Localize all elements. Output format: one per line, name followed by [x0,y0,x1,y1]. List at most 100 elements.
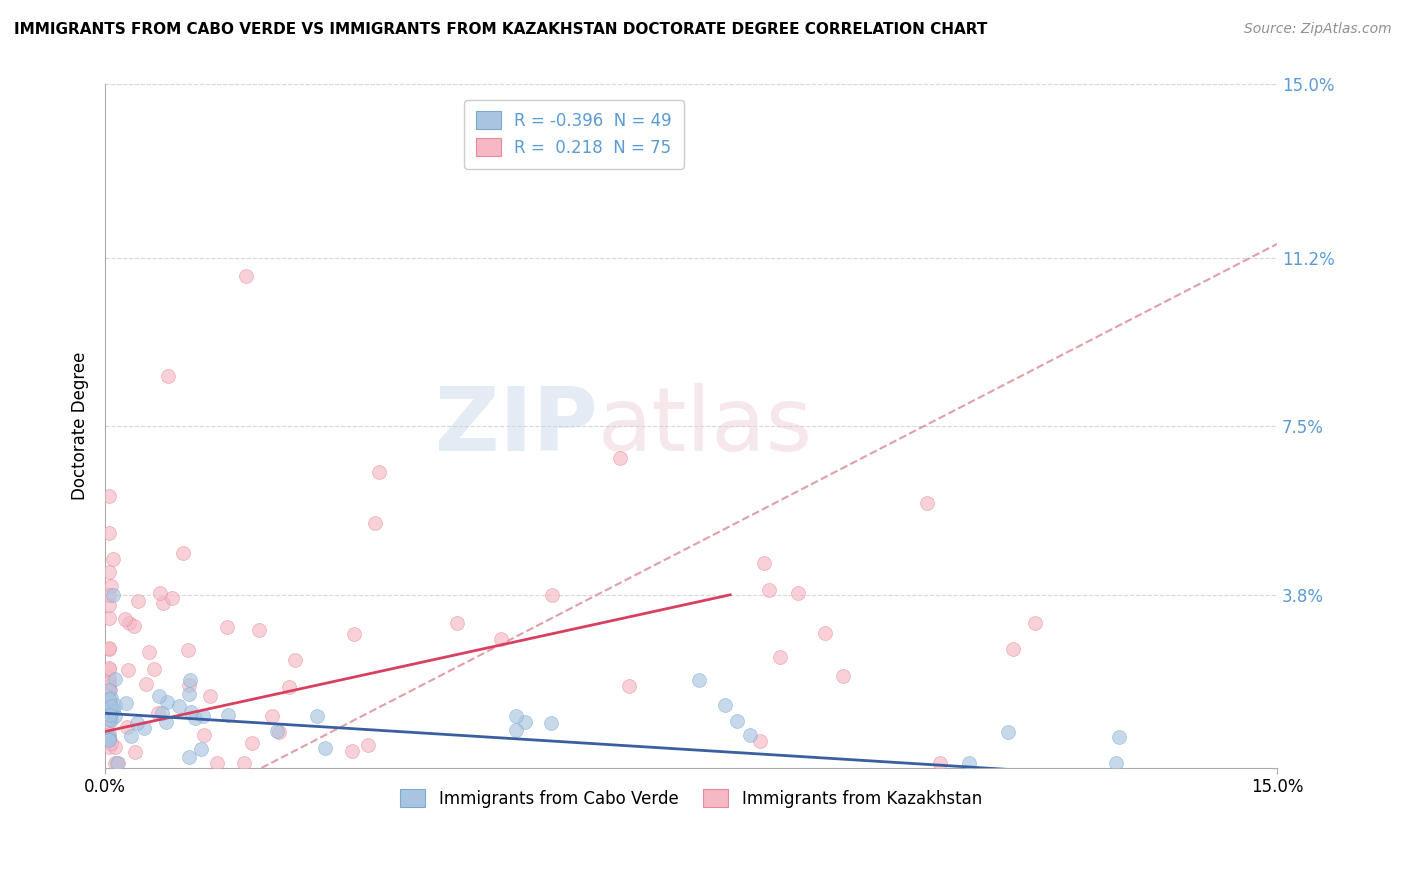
Point [688,673,710,687]
Point [156,369,179,384]
Point [150,706,173,720]
Point [177,643,200,657]
Point [205,756,228,771]
Point [505,709,527,723]
Point [505,723,527,737]
Point [118,616,141,631]
Point [269,725,291,739]
Point [725,714,748,728]
Point [752,556,775,570]
Point [148,689,170,703]
Point [122,619,145,633]
Point [184,711,207,725]
Point [100,690,122,705]
Point [1001,642,1024,657]
Point [198,690,221,704]
Point [446,615,468,630]
Point [135,677,157,691]
Point [98,640,121,655]
Point [98,662,121,676]
Point [179,673,201,688]
Point [283,653,305,667]
Point [177,678,200,692]
Point [98,588,121,602]
Point [104,709,127,723]
Point [515,714,537,729]
Point [997,725,1019,739]
Point [127,593,149,607]
Point [367,465,389,479]
Point [149,586,172,600]
Point [340,744,363,758]
Point [98,730,121,744]
Y-axis label: Doctorate Degree: Doctorate Degree [72,352,89,500]
Point [180,706,202,720]
Point [124,745,146,759]
Point [115,720,138,734]
Point [609,450,631,465]
Point [343,627,366,641]
Point [260,709,283,723]
Text: ZIP: ZIP [434,383,598,470]
Point [814,626,837,640]
Point [117,663,139,677]
Point [191,709,214,723]
Point [98,682,121,697]
Point [98,732,121,747]
Point [98,671,121,685]
Legend: Immigrants from Cabo Verde, Immigrants from Kazakhstan: Immigrants from Cabo Verde, Immigrants f… [394,783,988,814]
Point [100,713,122,727]
Point [120,730,142,744]
Point [101,703,124,717]
Point [104,756,127,771]
Point [193,728,215,742]
Point [156,695,179,709]
Point [247,624,270,638]
Point [160,591,183,605]
Point [100,736,122,750]
Point [103,673,125,687]
Point [104,698,127,712]
Text: IMMIGRANTS FROM CABO VERDE VS IMMIGRANTS FROM KAZAKHSTAN DOCTORATE DEGREE CORREL: IMMIGRANTS FROM CABO VERDE VS IMMIGRANTS… [14,22,987,37]
Point [100,579,122,593]
Point [98,692,121,706]
Point [929,756,952,771]
Point [146,706,169,721]
Point [98,682,121,697]
Point [172,546,194,560]
Point [177,750,200,764]
Point [1108,730,1130,744]
Point [541,588,564,602]
Point [98,610,121,624]
Point [114,612,136,626]
Point [540,716,562,731]
Point [98,727,121,741]
Point [235,268,257,283]
Point [489,632,512,646]
Point [105,756,128,771]
Point [1105,756,1128,771]
Point [98,489,121,503]
Point [101,588,124,602]
Point [98,526,121,541]
Point [786,586,808,600]
Point [152,596,174,610]
Point [98,641,121,656]
Point [98,713,121,727]
Point [364,516,387,530]
Point [169,699,191,714]
Point [1024,616,1046,631]
Point [177,687,200,701]
Point [155,715,177,730]
Point [758,583,780,598]
Point [104,739,127,754]
Point [107,756,129,771]
Point [215,619,238,633]
Point [617,679,640,693]
Point [314,741,336,756]
Point [125,716,148,731]
Point [240,736,263,750]
Point [190,742,212,756]
Point [233,756,256,771]
Point [277,680,299,694]
